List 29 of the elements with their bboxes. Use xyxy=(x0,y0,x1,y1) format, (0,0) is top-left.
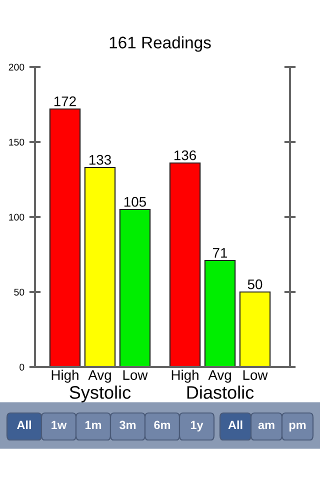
text: 1y xyxy=(190,420,204,432)
text: 3m xyxy=(119,420,136,430)
x-tick-label: Avg xyxy=(88,370,111,383)
text: All xyxy=(17,420,31,430)
chart-title: 161 Readings xyxy=(110,36,211,52)
x-tick-label: High xyxy=(172,370,198,383)
text: 1w xyxy=(52,420,67,430)
text: All xyxy=(228,420,242,430)
data-label: 71 xyxy=(213,248,228,258)
y-tick-label: 150 xyxy=(9,138,24,146)
y-tick-label: 200 xyxy=(8,64,24,71)
x-tick-label: Low xyxy=(123,370,148,380)
x-tick-label: Avg xyxy=(208,370,231,383)
data-label: 50 xyxy=(248,279,262,290)
text: 1m xyxy=(85,420,102,430)
x-tick-label: High xyxy=(52,370,78,383)
text: 6m xyxy=(154,420,170,430)
y-tick-label: 0 xyxy=(20,364,24,371)
data-label: 133 xyxy=(89,154,111,165)
text: Systolic xyxy=(70,386,131,402)
data-label: 136 xyxy=(174,150,196,160)
y-tick-label: 100 xyxy=(9,214,24,221)
text: am xyxy=(258,422,274,430)
data-label: 105 xyxy=(124,196,146,207)
y-tick-label: 50 xyxy=(14,288,24,296)
text: pm xyxy=(289,422,306,432)
data-label: 172 xyxy=(54,96,76,106)
text: Diastolic xyxy=(187,386,254,399)
x-tick-label: Low xyxy=(243,370,268,380)
